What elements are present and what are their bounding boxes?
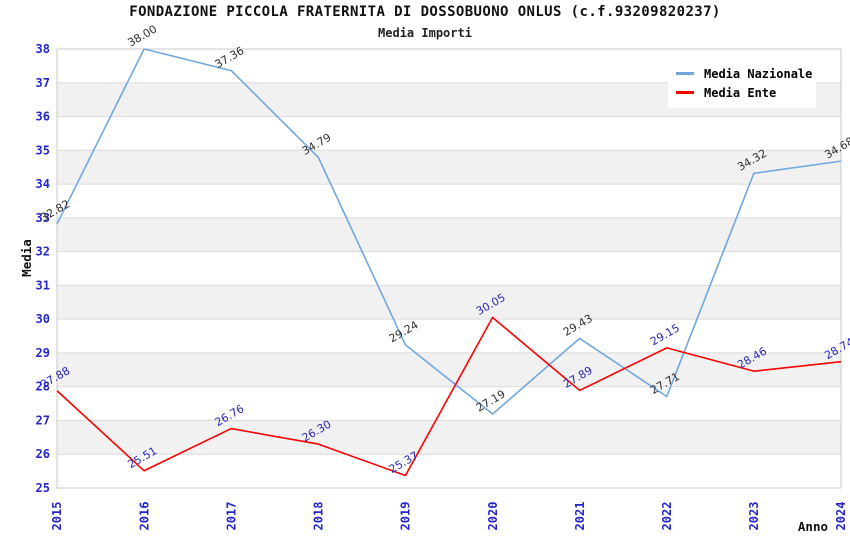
plot-border <box>56 48 842 489</box>
x-tick-label: 2020 <box>486 502 500 531</box>
legend-label-ente: Media Ente <box>704 85 777 100</box>
plot-band <box>57 352 841 387</box>
y-tick-label: 38 <box>36 42 50 56</box>
y-tick-label: 33 <box>36 211 50 225</box>
plot-band <box>57 319 841 353</box>
plot-band <box>57 217 841 252</box>
plot-band <box>57 420 841 455</box>
chart-title: FONDAZIONE PICCOLA FRATERNITA DI DOSSOBU… <box>129 4 721 20</box>
plot-band <box>57 150 841 185</box>
y-tick-label: 28 <box>36 380 50 394</box>
y-tick-label: 25 <box>36 481 50 495</box>
legend-label-nazionale: Media Nazionale <box>704 66 813 81</box>
x-tick-label: 2023 <box>747 502 761 531</box>
x-tick-label: 2024 <box>834 502 848 531</box>
x-tick-label: 2016 <box>137 502 151 531</box>
x-tick-label: 2017 <box>224 502 238 531</box>
y-tick-label: 29 <box>36 346 50 360</box>
series-line-media-ente <box>56 316 842 477</box>
y-tick-label: 34 <box>36 177 50 191</box>
legend-item-media-nazionale: Media Nazionale <box>676 64 812 83</box>
y-axis-title: Media <box>19 239 34 277</box>
y-tick-label: 35 <box>36 143 50 157</box>
x-tick-label: 2015 <box>50 502 64 531</box>
data-label: 38.00 <box>125 22 159 49</box>
series-line-media-nazionale <box>56 48 842 415</box>
legend: Media Nazionale Media Ente <box>668 57 816 108</box>
plot-band <box>57 386 841 421</box>
legend-swatch-ente <box>676 91 694 94</box>
plot-band <box>57 251 841 286</box>
plot-band <box>57 285 841 320</box>
plot-band <box>57 184 841 218</box>
x-tick-label: 2021 <box>573 502 587 531</box>
y-tick-label: 27 <box>36 413 50 427</box>
y-tick-label: 32 <box>36 245 50 259</box>
y-tick-label: 26 <box>36 447 50 461</box>
chart-subtitle: Media Importi <box>378 26 472 40</box>
plot-band <box>57 116 841 151</box>
plot-band <box>57 454 841 488</box>
x-tick-label: 2022 <box>660 502 674 531</box>
legend-swatch-nazionale <box>676 72 694 75</box>
legend-item-media-ente: Media Ente <box>676 83 808 102</box>
y-tick-label: 36 <box>36 110 50 124</box>
x-axis-title: Anno <box>798 519 828 534</box>
x-tick-label: 2018 <box>312 502 326 531</box>
y-tick-label: 30 <box>36 312 50 326</box>
y-tick-label: 37 <box>36 76 50 90</box>
x-tick-label: 2019 <box>399 502 413 531</box>
y-tick-label: 31 <box>36 278 50 292</box>
